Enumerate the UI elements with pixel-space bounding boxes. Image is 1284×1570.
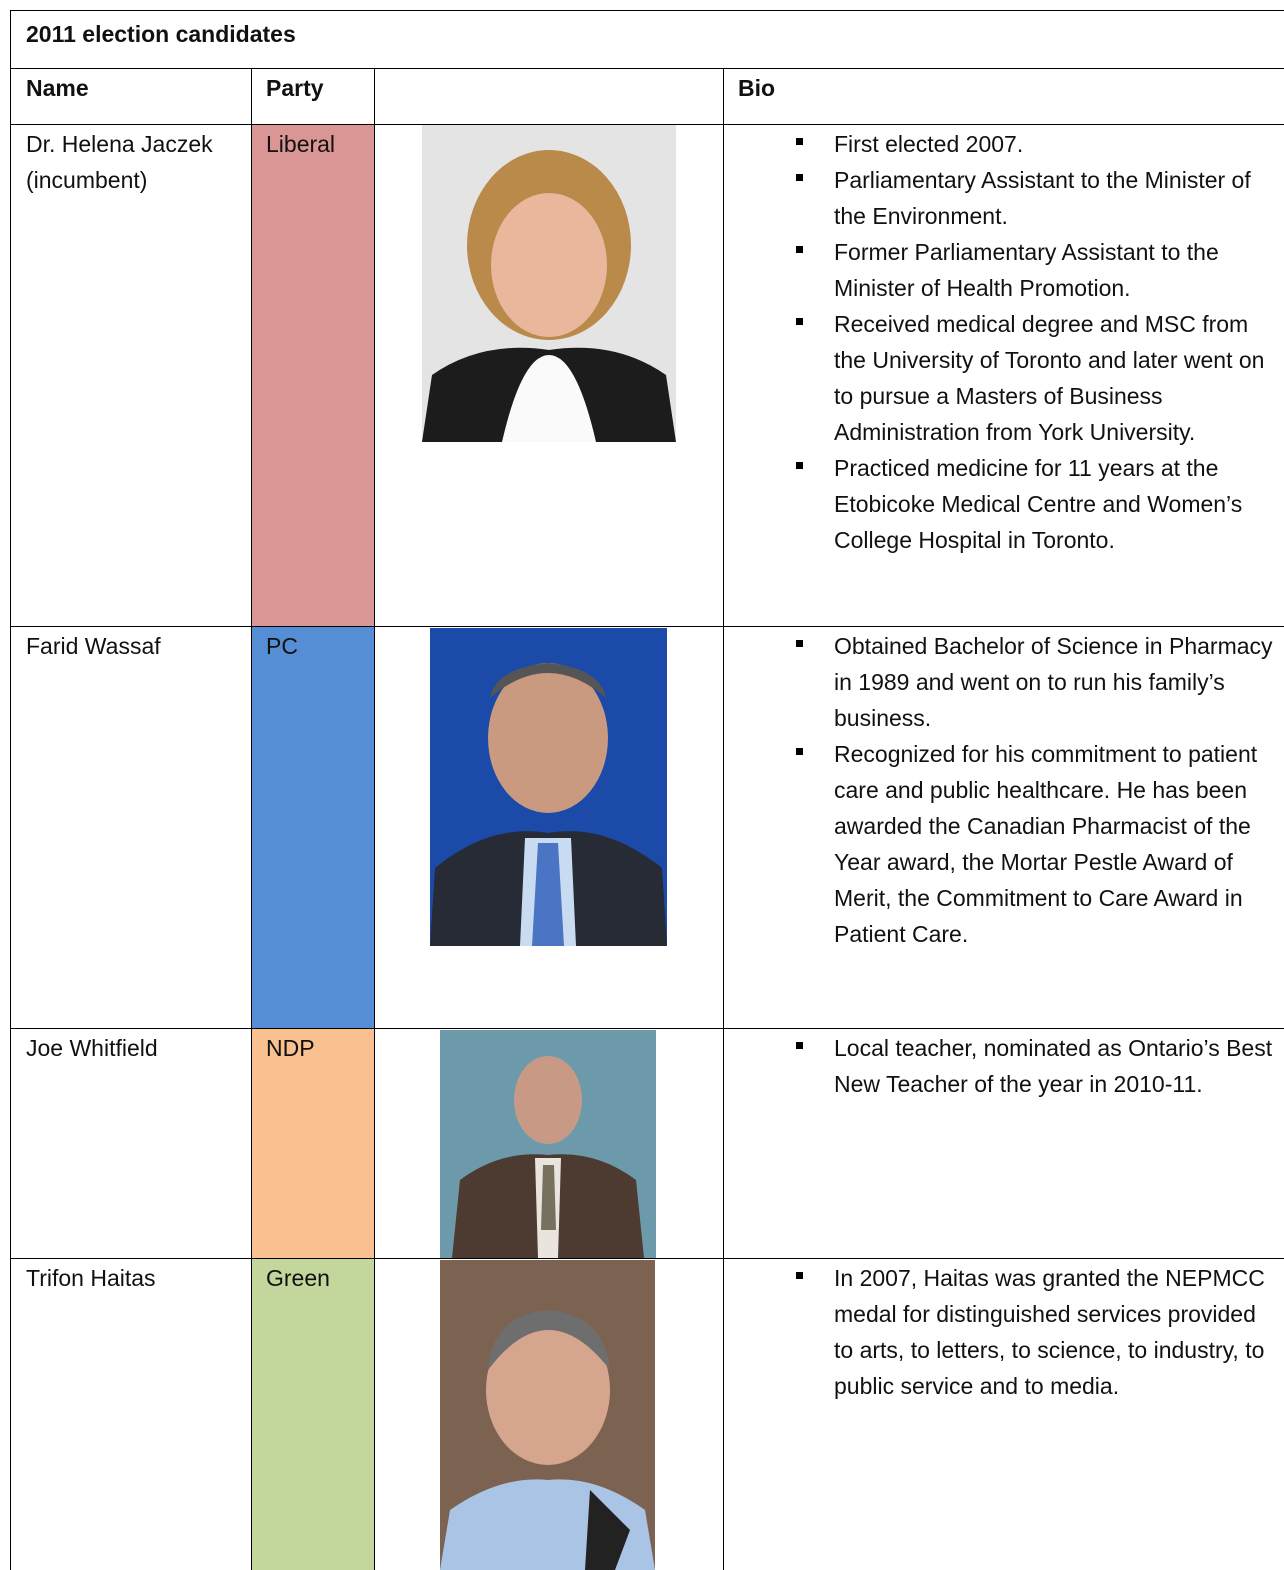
candidate-photo: [430, 628, 667, 946]
bio-item: Practiced medicine for 11 years at the E…: [796, 450, 1279, 558]
column-divider: [374, 68, 375, 1570]
candidate-photo: [422, 125, 676, 442]
bio-list: Local teacher, nominated as Ontario’s Be…: [796, 1030, 1279, 1102]
column-header: Name: [26, 75, 89, 101]
column-header: Party: [266, 75, 324, 101]
bio-item: Local teacher, nominated as Ontario’s Be…: [796, 1030, 1279, 1102]
table-border: [10, 10, 11, 1570]
row-divider: [10, 1028, 1284, 1029]
table-border: [10, 10, 1284, 11]
candidate-name: Dr. Helena Jaczek (incumbent): [26, 131, 213, 193]
party-name: Green: [266, 1265, 330, 1291]
party-fill: [252, 125, 374, 626]
bio-item: Received medical degree and MSC from the…: [796, 306, 1279, 450]
table-title: 2011 election candidates: [26, 21, 296, 47]
bio-item: First elected 2007.: [796, 126, 1279, 162]
candidate-name: Joe Whitfield: [26, 1035, 158, 1061]
bio-list: Obtained Bachelor of Science in Pharmacy…: [796, 628, 1279, 952]
party-name: NDP: [266, 1035, 315, 1061]
party-fill: [252, 627, 374, 1028]
party-fill: [252, 1259, 374, 1570]
bio-item: Parliamentary Assistant to the Minister …: [796, 162, 1279, 234]
bio-item: Recognized for his commitment to patient…: [796, 736, 1279, 952]
candidate-name: Trifon Haitas: [26, 1265, 156, 1291]
bio-list: In 2007, Haitas was granted the NEPMCC m…: [796, 1260, 1279, 1404]
party-fill: [252, 1029, 374, 1258]
candidate-photo: [440, 1030, 656, 1258]
bio-item: In 2007, Haitas was granted the NEPMCC m…: [796, 1260, 1279, 1404]
row-divider: [10, 68, 1284, 69]
bio-list: First elected 2007. Parliamentary Assista…: [796, 126, 1279, 558]
row-divider: [10, 124, 1284, 125]
row-divider: [10, 626, 1284, 627]
column-divider: [251, 68, 252, 1570]
party-name: Liberal: [266, 131, 336, 157]
bio-item: Former Parliamentary Assistant to the Mi…: [796, 234, 1279, 306]
candidate-photo: [440, 1260, 655, 1570]
row-divider: [10, 1258, 1284, 1259]
column-divider: [723, 68, 724, 1570]
bio-item: Obtained Bachelor of Science in Pharmacy…: [796, 628, 1279, 736]
column-header: Bio: [738, 75, 776, 101]
candidate-name: Farid Wassaf: [26, 633, 161, 659]
party-name: PC: [266, 633, 298, 659]
